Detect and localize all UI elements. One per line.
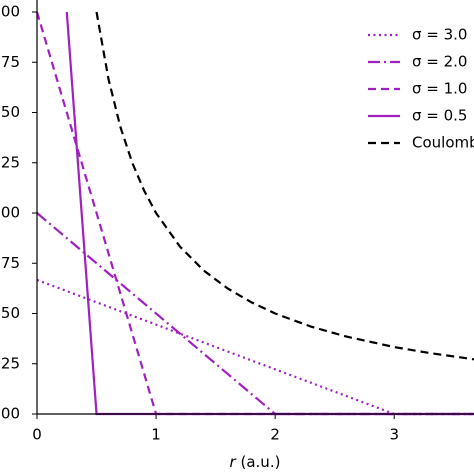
x-tick-label: 0 <box>32 426 42 444</box>
series-line <box>36 212 474 416</box>
x-axis-label: r (a.u.) <box>230 453 281 471</box>
series-line <box>35 11 474 416</box>
y-tick-label: 1.75 <box>0 53 20 71</box>
y-tick-label: 0.50 <box>0 304 20 322</box>
legend-label: σ = 3.0 <box>412 26 467 44</box>
series-line <box>65 11 474 416</box>
y-tick-label: 2.00 <box>0 3 20 21</box>
y-tick-label: 0.25 <box>0 354 20 372</box>
series-line <box>95 11 474 361</box>
x-tick-label: 2 <box>270 426 280 444</box>
series-line <box>36 278 474 416</box>
legend-label: σ = 2.0 <box>412 53 467 71</box>
x-tick-label: 3 <box>389 426 399 444</box>
x-label-var: r <box>230 453 237 471</box>
y-tick-label: 1.50 <box>0 103 20 121</box>
y-tick-label: 0.75 <box>0 254 20 272</box>
x-tick-label: 1 <box>151 426 161 444</box>
y-tick-label: 1.00 <box>0 204 20 222</box>
legend-label: Coulomb <box>412 134 474 152</box>
x-label-unit: (a.u.) <box>241 453 281 471</box>
legend-label: σ = 0.5 <box>412 107 467 125</box>
legend-label: σ = 1.0 <box>412 80 467 98</box>
y-tick-label: 0.00 <box>0 405 20 423</box>
y-tick-label: 1.25 <box>0 153 20 171</box>
